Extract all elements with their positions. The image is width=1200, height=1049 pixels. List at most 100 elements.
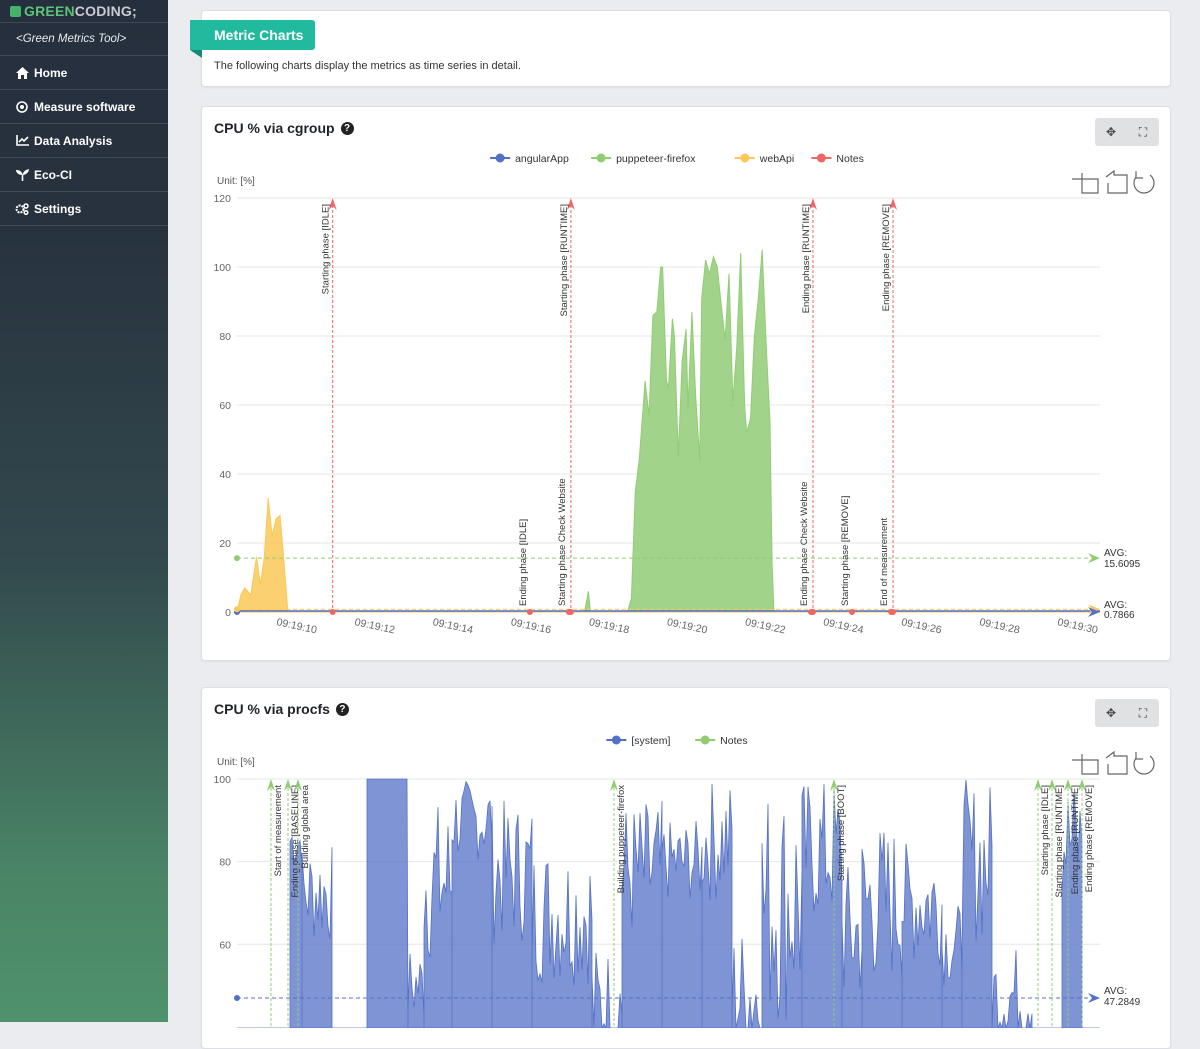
note-label: Starting phase [RUNTIME] — [559, 204, 570, 316]
x-tick-label: 09:19:12 — [354, 616, 397, 636]
sidebar-item-label: Home — [34, 65, 68, 80]
avg-label: AVG: — [1104, 986, 1127, 997]
fullscreen-button[interactable]: ⛶ — [1127, 699, 1159, 727]
expand-icon: ⛶ — [1138, 705, 1148, 720]
note-label: Starting phase [BOOT] — [836, 785, 847, 881]
note-marker — [526, 609, 533, 615]
note-label: Starting phase [IDLE] — [1040, 785, 1051, 875]
legend-label: [system] — [631, 735, 670, 747]
note-label: Starting phase [IDLE] — [321, 204, 332, 294]
note-marker — [567, 609, 574, 615]
note-marker — [849, 609, 856, 615]
y-tick-label: 100 — [213, 774, 231, 786]
sidebar-item-home[interactable]: Home — [0, 56, 168, 90]
note-marker — [890, 609, 897, 615]
note-arrow — [830, 779, 838, 791]
legend-item: [system] — [606, 735, 671, 747]
note-marker — [809, 609, 816, 615]
note-arrow — [566, 198, 575, 210]
note-label: Starting phase [REMOVE] — [840, 496, 851, 606]
note-label: Ending phase [REMOVE] — [1084, 785, 1095, 892]
zoom-reset-icon — [1105, 750, 1128, 775]
avg-label-webapi: AVG:0.7866 — [1104, 600, 1135, 621]
note-arrow — [808, 198, 817, 210]
note-label: Ending phase [REMOVE] — [881, 204, 892, 311]
metric-charts-header: Metric Charts The following charts displ… — [190, 10, 1171, 87]
zoom-icon — [1072, 173, 1099, 194]
note-arrow — [610, 779, 618, 791]
page-title: Metric Charts — [190, 20, 316, 58]
chart-title: CPU % via procfs ? — [214, 701, 349, 717]
avg-value: 0.7866 — [1104, 610, 1135, 621]
note-marker — [329, 609, 336, 615]
x-tick-label: 09:19:24 — [822, 616, 865, 636]
help-icon[interactable]: ? — [335, 702, 349, 716]
sidebar-item-label: Data Analysis — [34, 133, 113, 148]
help-icon[interactable]: ? — [340, 121, 354, 135]
cpu-cgroup-chart[interactable]: angularApp puppeteer-firefox webApi Notes Un… — [202, 107, 1170, 660]
cpu-procfs-chart[interactable]: [system] Notes Unit: [%] 60 80 100 AVG:47.2849… — [202, 688, 1170, 1028]
note-label: Start of measurement — [273, 785, 284, 877]
legend-marker — [740, 153, 750, 163]
chart-toolbox — [1072, 169, 1155, 194]
move-button[interactable]: ✥ — [1095, 699, 1127, 727]
y-tick-label: 120 — [213, 193, 231, 205]
brand-logo[interactable]: GREEN CODING; — [0, 0, 168, 23]
x-tick-label: 09:19:18 — [588, 616, 631, 636]
chart-title-text: CPU % via cgroup — [214, 120, 335, 136]
note-label: Ending phase [RUNTIME] — [1070, 785, 1081, 894]
puppeteer-firefox-area — [237, 249, 1097, 613]
y-tick-label: 0 — [225, 607, 231, 619]
x-tick-label: 09:19:26 — [900, 616, 943, 636]
x-tick-label: 09:19:30 — [1056, 616, 1099, 636]
sidebar-item-measure-software[interactable]: Measure software — [0, 90, 168, 124]
legend-label: Notes — [720, 735, 747, 747]
cogs-icon — [15, 202, 29, 215]
avg-label: AVG: — [1104, 548, 1127, 559]
note-label: Ending phase [BASELINE] — [290, 785, 301, 898]
x-tick-label: 09:19:22 — [744, 616, 787, 636]
note-arrow — [889, 198, 898, 210]
x-tick-label: 09:19:20 — [666, 616, 709, 636]
legend-item: angularApp — [490, 153, 569, 165]
system-area — [237, 778, 1100, 1028]
chart-icon — [15, 135, 29, 147]
sprout-icon — [15, 168, 29, 181]
code-logo-icon — [10, 5, 21, 17]
sidebar-item-eco-ci[interactable]: Eco-CI — [0, 158, 168, 192]
note-arrow — [1034, 779, 1042, 791]
legend-marker — [495, 153, 505, 163]
sidebar-item-settings[interactable]: Settings — [0, 192, 168, 226]
avg-puppeteer-arrow — [1088, 553, 1100, 564]
unit-label: Unit: [%] — [217, 176, 255, 187]
webapi-area — [236, 498, 1097, 613]
tagline: <Green Metrics Tool> — [0, 23, 168, 56]
note-label: Ending phase [RUNTIME] — [801, 204, 812, 313]
note-arrow — [267, 779, 275, 791]
avg-label-puppeteer: AVG:15.6095 — [1104, 548, 1141, 570]
y-tick-label: 80 — [219, 857, 231, 869]
avg-value: 47.2849 — [1104, 997, 1141, 1008]
y-tick-label: 40 — [219, 469, 231, 481]
legend-label: webApi — [759, 153, 794, 165]
legend-marker — [816, 153, 826, 163]
avg-system-start — [234, 995, 240, 1001]
note-arrow — [1048, 779, 1056, 791]
x-tick-label: 09:19:16 — [510, 616, 553, 636]
y-tick-label: 60 — [219, 400, 231, 412]
chart-title-text: CPU % via procfs — [214, 701, 330, 717]
note-label: End of measurement — [879, 517, 890, 606]
sidebar-item-label: Settings — [34, 201, 82, 216]
fullscreen-button[interactable]: ⛶ — [1127, 118, 1159, 146]
y-tick-label: 60 — [219, 939, 231, 951]
chart-button-group: ✥ ⛶ — [1095, 699, 1159, 727]
move-button[interactable]: ✥ — [1095, 118, 1127, 146]
sidebar: GREEN CODING; <Green Metrics Tool> Home … — [0, 0, 168, 1022]
avg-label: AVG: — [1104, 600, 1127, 611]
legend-label: angularApp — [515, 153, 569, 165]
legend-marker — [596, 153, 606, 163]
sidebar-item-label: Eco-CI — [34, 167, 73, 182]
x-tick-label: 09:19:14 — [432, 616, 475, 636]
avg-value: 15.6095 — [1104, 559, 1141, 570]
sidebar-item-data-analysis[interactable]: Data Analysis — [0, 124, 168, 158]
